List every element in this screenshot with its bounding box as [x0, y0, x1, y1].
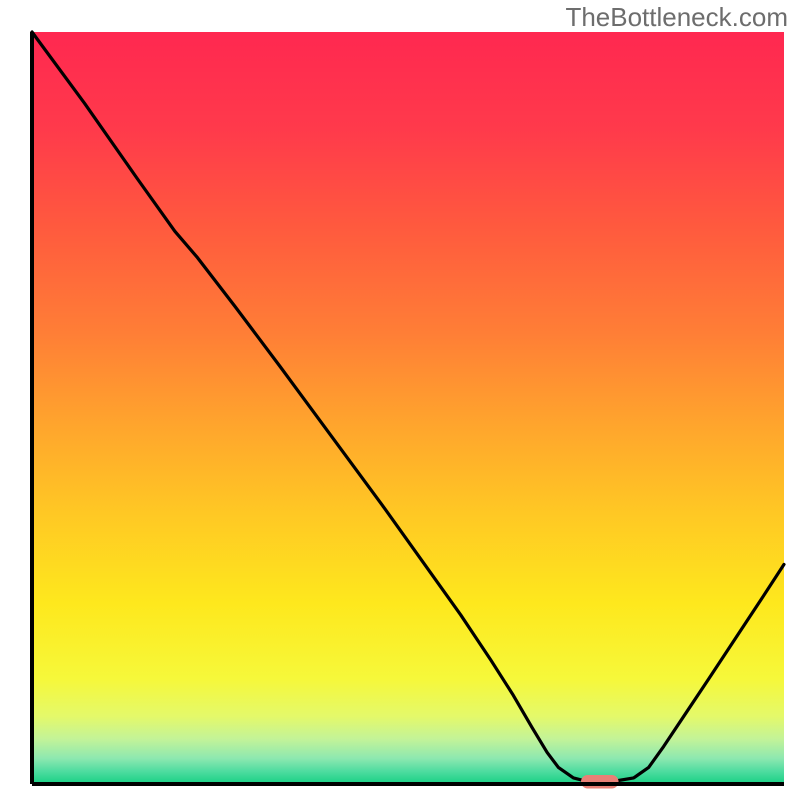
bottleneck-chart — [0, 0, 800, 800]
watermark-text: TheBottleneck.com — [565, 2, 788, 33]
optimal-point-marker — [581, 775, 619, 789]
chart-container: TheBottleneck.com — [0, 0, 800, 800]
chart-background-gradient — [32, 32, 784, 784]
